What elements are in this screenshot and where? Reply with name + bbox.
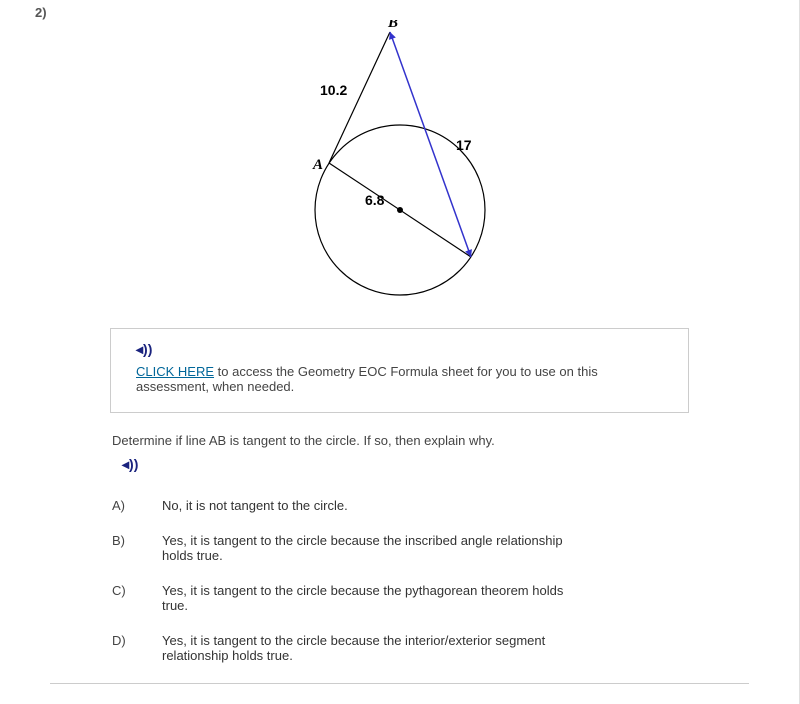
- formula-text: CLICK HERE to access the Geometry EOC Fo…: [136, 364, 663, 394]
- choice-text: Yes, it is tangent to the circle because…: [162, 633, 592, 663]
- svg-text:B: B: [387, 20, 398, 31]
- answer-choices: A) No, it is not tangent to the circle. …: [112, 498, 689, 663]
- audio-icon[interactable]: ◂)): [122, 456, 138, 472]
- question-stem: Determine if line AB is tangent to the c…: [112, 433, 769, 448]
- choice-label: B): [112, 533, 162, 548]
- formula-sheet-link[interactable]: CLICK HERE: [136, 364, 214, 379]
- answer-choice[interactable]: C) Yes, it is tangent to the circle beca…: [112, 583, 689, 613]
- stem-audio: ◂)): [122, 456, 769, 473]
- answer-choice[interactable]: B) Yes, it is tangent to the circle beca…: [112, 533, 689, 563]
- svg-text:6.8: 6.8: [365, 192, 385, 208]
- choice-label: D): [112, 633, 162, 648]
- choice-text: No, it is not tangent to the circle.: [162, 498, 348, 513]
- question-divider: [50, 683, 749, 684]
- audio-icon[interactable]: ◂)): [136, 341, 152, 357]
- svg-text:A: A: [312, 157, 323, 173]
- choice-label: C): [112, 583, 162, 598]
- question-number: 2): [30, 0, 769, 20]
- choice-text: Yes, it is tangent to the circle because…: [162, 533, 592, 563]
- diagram-svg: A B 10.2 17 6.8: [260, 20, 540, 300]
- geometry-diagram: A B 10.2 17 6.8: [30, 20, 769, 303]
- choice-text: Yes, it is tangent to the circle because…: [162, 583, 592, 613]
- choice-label: A): [112, 498, 162, 513]
- svg-text:17: 17: [456, 137, 472, 153]
- formula-sheet-box: ◂)) CLICK HERE to access the Geometry EO…: [110, 328, 689, 413]
- answer-choice[interactable]: D) Yes, it is tangent to the circle beca…: [112, 633, 689, 663]
- question-container: 2) A B 10.2 17 6.8 ◂)) CLICK HERE to access …: [0, 0, 800, 704]
- svg-text:10.2: 10.2: [320, 82, 347, 98]
- answer-choice[interactable]: A) No, it is not tangent to the circle.: [112, 498, 689, 513]
